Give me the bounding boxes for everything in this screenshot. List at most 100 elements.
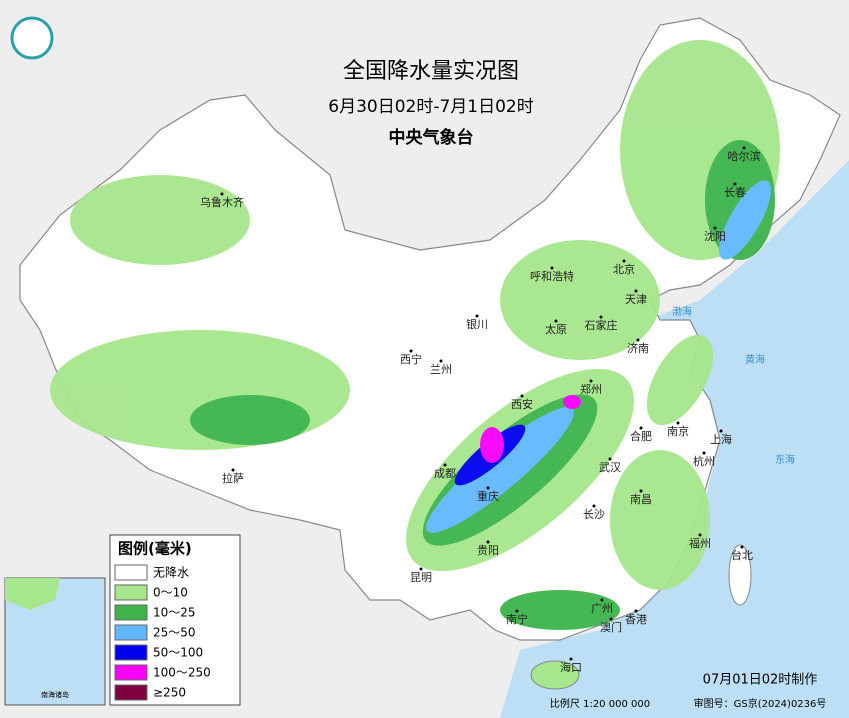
city-dot (589, 379, 593, 383)
taiwan (728, 544, 752, 606)
city-dot (639, 489, 643, 493)
approval: 审图号：GS京(2024)0236号 (694, 697, 827, 710)
legend-label: 无降水 (153, 566, 189, 580)
city-dot (636, 338, 640, 342)
city-label: 北京 (613, 262, 635, 276)
city-label: 海口 (560, 660, 582, 674)
sea-label: 黄海 (745, 353, 765, 366)
city-dot (520, 394, 524, 398)
city-dot (443, 463, 447, 467)
city-dot (515, 609, 519, 613)
city-label: 合肥 (630, 429, 652, 443)
legend-swatch (114, 604, 148, 621)
city-dot (713, 226, 717, 230)
city-label: 银川 (466, 317, 488, 331)
city-dot (419, 567, 423, 571)
city-label: 南宁 (506, 612, 528, 626)
city-dot (608, 457, 612, 461)
city-label: 哈尔滨 (728, 149, 761, 163)
city-label: 澳门 (600, 620, 622, 634)
city-dot (622, 259, 626, 263)
city-label: 福州 (689, 536, 711, 550)
city-label: 南京 (667, 424, 689, 438)
city-dot (702, 451, 706, 455)
city-label: 乌鲁木齐 (200, 195, 244, 209)
legend-label: 10～25 (153, 606, 196, 620)
city-dot (220, 192, 224, 196)
city-dot (609, 617, 613, 621)
city-dot (634, 289, 638, 293)
precipitation (50, 40, 780, 630)
sea (500, 160, 849, 718)
legend-title: 图例(毫米) (118, 540, 192, 558)
city-label: 太原 (545, 323, 567, 336)
city-dot (733, 182, 737, 186)
legend-label: 50～100 (153, 646, 203, 660)
subtitle: 6月30日02时-7月1日02时 (328, 97, 533, 117)
city-dot (634, 609, 638, 613)
city-label: 广州 (591, 602, 613, 615)
legend-label: 25～50 (153, 626, 196, 640)
city-dot (486, 540, 490, 544)
city-dot (475, 314, 479, 318)
city-dot (486, 486, 490, 490)
legend-swatch (114, 684, 148, 701)
legend-swatch (114, 664, 148, 681)
legend-swatch (114, 644, 148, 661)
city-dot (231, 468, 235, 472)
city-label: 西宁 (400, 352, 422, 366)
city-label: 武汉 (599, 461, 621, 474)
city-label: 拉萨 (222, 471, 244, 485)
hainan (530, 660, 580, 690)
sea-label: 渤海 (672, 305, 692, 318)
scale: 比例尺 1:20 000 000 (550, 697, 650, 710)
city-dot (439, 359, 443, 363)
city-label: 济南 (627, 341, 649, 355)
legend-label: 0～10 (153, 586, 188, 600)
legend-swatch (114, 564, 148, 581)
logo (10, 16, 54, 60)
legend-swatch (114, 624, 148, 641)
legend-label: ≥250 (153, 686, 186, 700)
city-label: 南昌 (630, 493, 652, 506)
city-dot (719, 429, 723, 433)
city-label: 西安 (511, 397, 533, 411)
city-dot (639, 426, 643, 430)
legend-label: 100～250 (153, 666, 211, 680)
city-dot (600, 598, 604, 602)
legend-items: 无降水 0～10 10～25 25～50 50～100 100～250 ≥250 (114, 564, 211, 701)
city-dot (740, 545, 744, 549)
city-dot (569, 657, 573, 661)
city-label: 郑州 (580, 382, 602, 396)
city-dot (599, 315, 603, 319)
city-label: 上海 (710, 432, 732, 446)
city-label: 台北 (731, 548, 753, 562)
city-label: 重庆 (477, 489, 499, 503)
city-label: 长沙 (583, 508, 605, 521)
city-label: 沈阳 (704, 229, 726, 243)
city-label: 呼和浩特 (530, 269, 574, 283)
sea-label: 东海 (775, 453, 795, 466)
city-label: 天津 (625, 293, 647, 306)
city-dot (698, 533, 702, 537)
city-label: 香港 (625, 613, 647, 626)
issuer: 中央气象台 (389, 127, 474, 148)
city-label: 昆明 (410, 571, 432, 584)
city-dot (409, 349, 413, 353)
city-dot (592, 504, 596, 508)
title: 全国降水量实况图 (343, 59, 519, 84)
legend-swatch (114, 584, 148, 601)
city-label: 长春 (724, 186, 746, 199)
city-dot (550, 266, 554, 270)
city-label: 石家庄 (585, 318, 618, 332)
made-time: 07月01日02时制作 (703, 673, 818, 688)
city-label: 贵阳 (477, 544, 499, 557)
inset-land (5, 578, 60, 610)
city-dot (676, 421, 680, 425)
city-label: 成都 (434, 467, 456, 480)
city-dot (554, 319, 558, 323)
city-dot (742, 146, 746, 150)
